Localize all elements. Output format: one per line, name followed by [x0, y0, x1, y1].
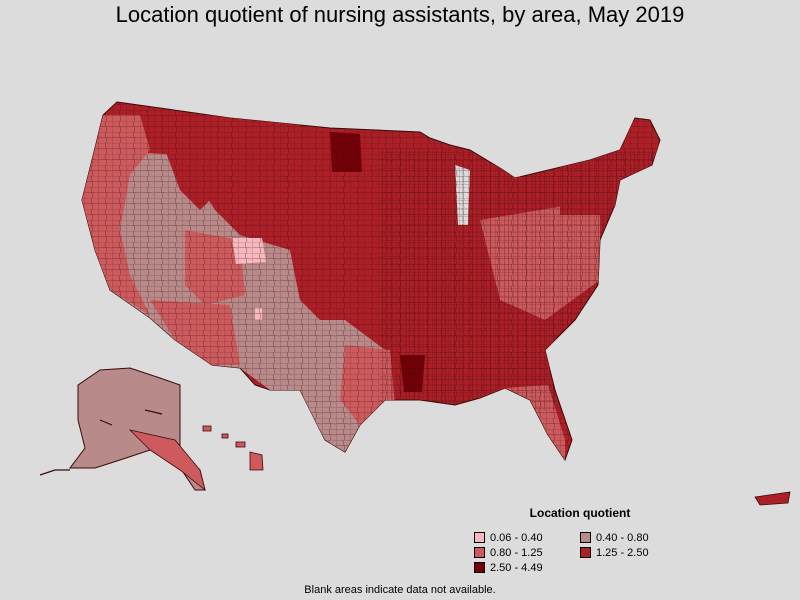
hawaii-big-island — [249, 451, 264, 471]
legend-label: 0.80 - 1.25 — [490, 546, 543, 559]
hawaii-island-3 — [235, 441, 246, 448]
legend-swatch — [580, 532, 591, 543]
legend-swatch — [474, 562, 485, 573]
legend-grid: 0.06 - 0.40 0.40 - 0.80 0.80 - 1.25 1.25… — [470, 531, 690, 574]
alaska-islands — [39, 409, 163, 476]
puerto-rico — [754, 491, 791, 506]
legend-swatch — [580, 547, 591, 558]
legend-title: Location quotient — [529, 506, 631, 520]
legend-item: 1.25 - 2.50 — [580, 546, 680, 559]
legend-label: 0.06 - 0.40 — [490, 531, 543, 544]
hawaii-island-1 — [202, 425, 212, 432]
legend-item: 0.80 - 1.25 — [474, 546, 574, 559]
map-title: Location quotient of nursing assistants,… — [115, 2, 685, 27]
legend-swatch — [474, 547, 485, 558]
legend-item: 0.40 - 0.80 — [580, 531, 680, 544]
legend-label: 2.50 - 4.49 — [490, 561, 543, 574]
legend-label: 0.40 - 0.80 — [596, 531, 649, 544]
legend-item: 0.06 - 0.40 — [474, 531, 574, 544]
puerto-rico-island — [754, 491, 791, 506]
hawaii-island-2 — [221, 433, 229, 439]
legend-label: 1.25 - 2.50 — [596, 546, 649, 559]
alaska-mainland — [69, 367, 206, 491]
footnote: Blank areas indicate data not available. — [304, 584, 496, 596]
alaska-south-area — [128, 429, 206, 492]
hawaii — [202, 425, 264, 471]
alaska — [39, 367, 206, 492]
legend: Location quotient 0.06 - 0.40 0.40 - 0.8… — [470, 506, 690, 574]
legend-item: 2.50 - 4.49 — [474, 561, 574, 574]
legend-swatch — [474, 532, 485, 543]
